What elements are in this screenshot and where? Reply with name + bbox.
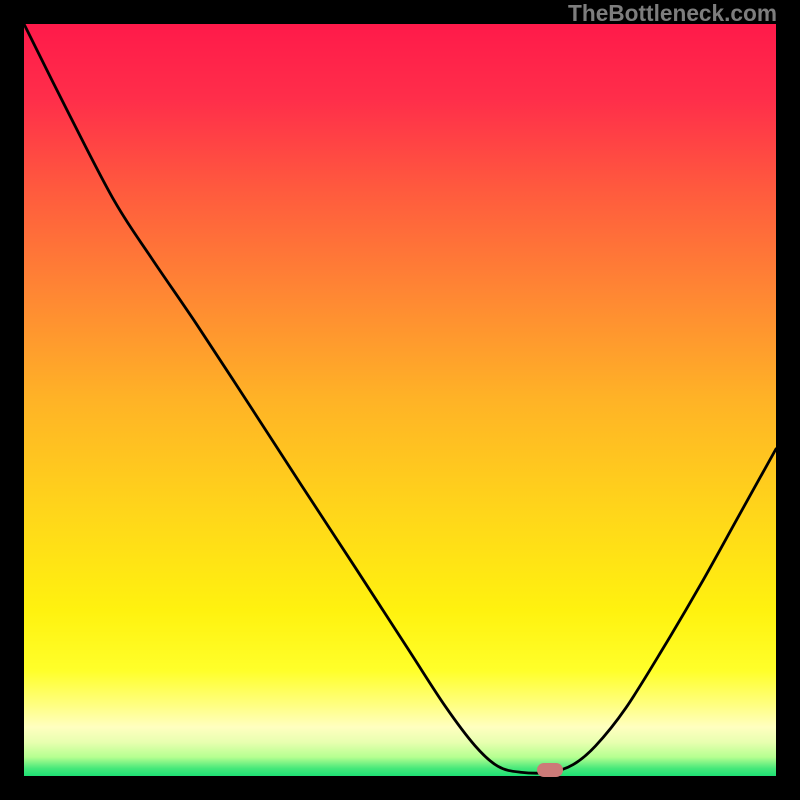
chart-frame: TheBottleneck.com — [0, 0, 800, 800]
bottleneck-curve — [24, 24, 776, 776]
plot-area — [24, 24, 776, 776]
watermark-text: TheBottleneck.com — [568, 0, 777, 27]
optimal-point-marker — [537, 763, 563, 777]
